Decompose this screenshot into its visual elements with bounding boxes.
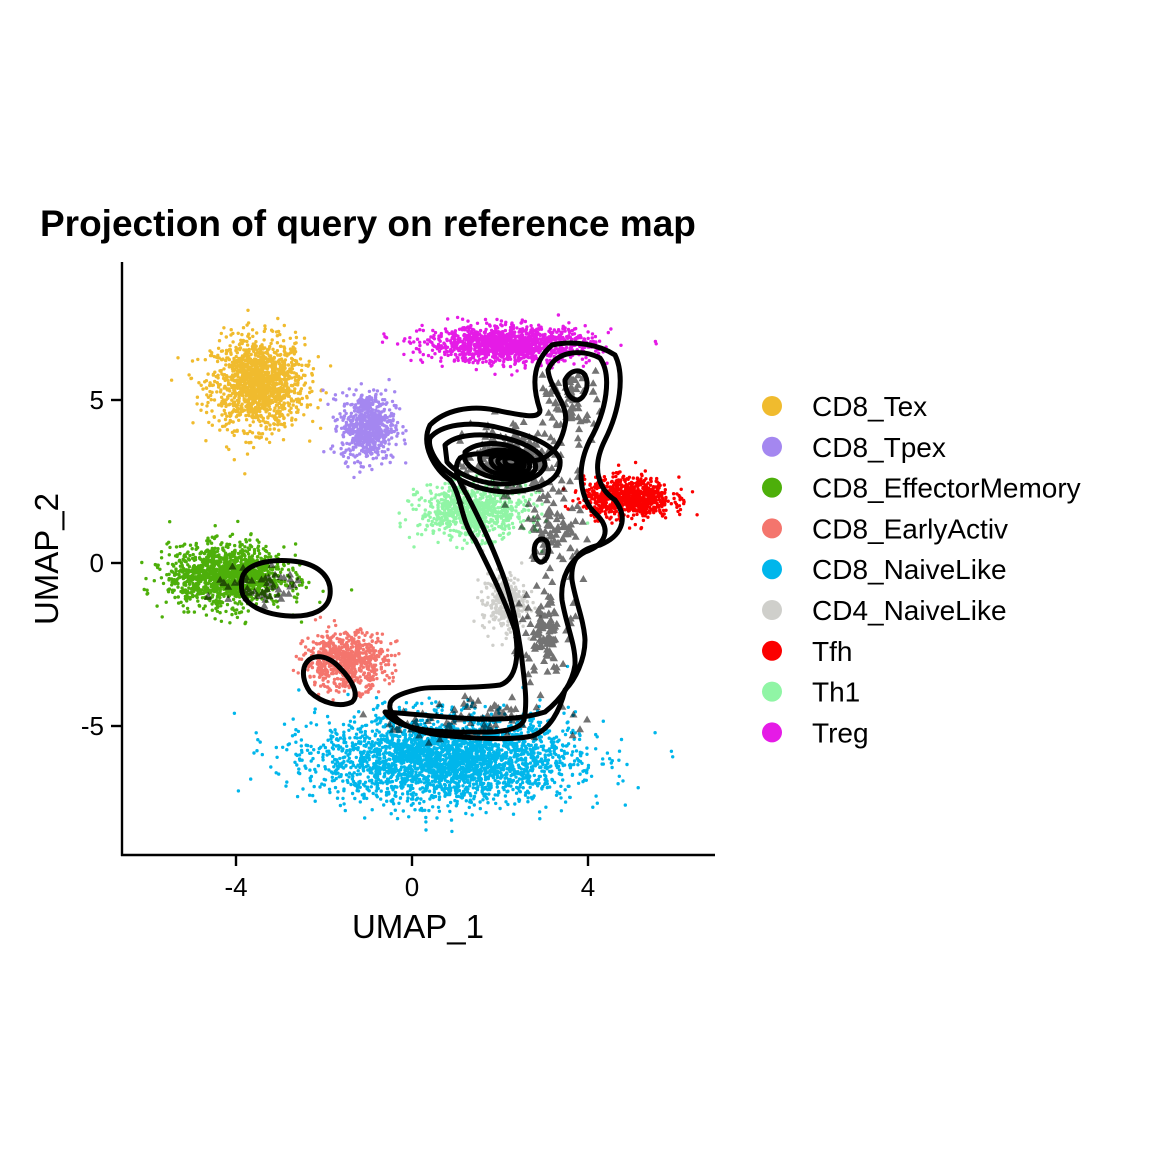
cells-Treg (380, 313, 658, 377)
legend-item-CD8_NaiveLike: CD8_NaiveLike (762, 554, 1007, 585)
legend-swatch (762, 681, 782, 702)
cells-CD8_Tpex (321, 377, 408, 480)
legend-item-Th1: Th1 (762, 677, 860, 708)
density-contour (477, 447, 533, 478)
legend-swatch (762, 640, 782, 661)
legend-item-Tfh: Tfh (762, 636, 852, 667)
density-contour (462, 441, 539, 482)
density-contours (238, 340, 625, 742)
legend-swatch (762, 436, 782, 457)
chart-title: Projection of query on reference map (40, 203, 696, 244)
legend-item-CD4_NaiveLike: CD4_NaiveLike (762, 595, 1007, 626)
legend-label: CD8_NaiveLike (812, 554, 1007, 585)
series-CD8_Tpex (321, 377, 408, 480)
density-contour (442, 432, 548, 487)
legend-swatch (762, 559, 782, 580)
legend-item-CD8_Tex: CD8_Tex (762, 391, 927, 422)
legend-label: CD8_Tex (812, 391, 927, 422)
x-tick-label: 0 (405, 872, 419, 902)
legend: CD8_Tex CD8_Tpex CD8_EffectorMemory CD8_Ear… (762, 391, 1081, 748)
series-CD4_NaiveLike (472, 549, 543, 647)
axis-ticks: -4 0 4 -5 0 5 (81, 385, 595, 902)
series-Tfh (561, 460, 699, 531)
legend-label: Treg (812, 717, 869, 748)
density-contour (300, 654, 358, 708)
legend-label: CD8_EffectorMemory (812, 473, 1081, 504)
y-tick-label: -5 (81, 711, 104, 741)
legend-swatch (762, 477, 782, 498)
cells-CD8_Tex (169, 308, 333, 476)
legend-swatch (762, 722, 782, 743)
legend-swatch (762, 396, 782, 416)
legend-swatch (762, 518, 782, 539)
legend-item-CD8_Tpex: CD8_Tpex (762, 432, 946, 463)
x-axis-title: UMAP_1 (352, 908, 484, 945)
legend-item-CD8_EarlyActiv: CD8_EarlyActiv (762, 513, 1008, 544)
density-contour (562, 368, 590, 403)
cells-Tfh (561, 460, 699, 531)
series-CD8_Tex (169, 308, 333, 476)
legend-label: Th1 (812, 677, 860, 708)
y-tick-label: 0 (90, 548, 104, 578)
density-contour (531, 536, 551, 565)
density-contour (502, 455, 520, 469)
legend-label: CD4_NaiveLike (812, 595, 1007, 626)
cells-CD4_NaiveLike (472, 549, 543, 647)
density-contour (382, 350, 610, 735)
cells-CD8_NaiveLike (232, 664, 675, 834)
series-CD8_NaiveLike (232, 664, 675, 834)
x-tick-label: -4 (224, 872, 247, 902)
legend-label: CD8_Tpex (812, 432, 946, 463)
y-axis-title: UMAP_2 (28, 493, 65, 625)
legend-swatch (762, 600, 782, 620)
legend-item-CD8_EffectorMemory: CD8_EffectorMemory (762, 473, 1081, 504)
legend-label: CD8_EarlyActiv (812, 513, 1008, 544)
reference-cells (140, 308, 699, 834)
x-tick-label: 4 (581, 872, 595, 902)
density-contour (238, 558, 333, 619)
series-Treg (380, 313, 658, 377)
legend-label: Tfh (812, 636, 852, 667)
legend-item-Treg: Treg (762, 717, 869, 748)
y-tick-label: 5 (90, 385, 104, 415)
density-contour (427, 421, 563, 495)
